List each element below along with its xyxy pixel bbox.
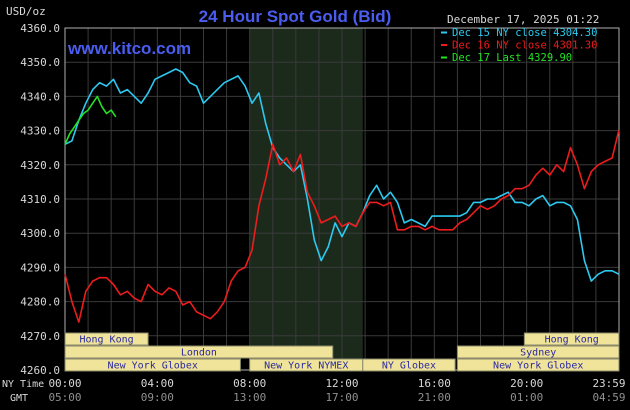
gmt-tick-5: 01:00 — [510, 391, 543, 404]
market-sessions: Hong Kong Hong Kong London Sydney New York G… — [64, 332, 620, 372]
ny-time-tick-5: 20:00 — [510, 377, 543, 390]
grid-lines — [64, 27, 620, 371]
gmt-tick-3: 17:00 — [325, 391, 358, 404]
y-tick-label-3: 4330.0 — [20, 125, 60, 138]
session-0: Hong Kong — [64, 332, 149, 346]
session-2: London — [64, 345, 334, 359]
session-3: Sydney — [456, 345, 620, 359]
ny-time-tick-2: 08:00 — [233, 377, 266, 390]
gmt-tick-6: 04:59 — [592, 391, 625, 404]
ny-time-row-label: NY Time — [2, 379, 44, 390]
ny-time-tick-6: 23:59 — [592, 377, 625, 390]
y-tick-label-1: 4350.0 — [20, 56, 60, 69]
session-6: NY Globex — [362, 358, 456, 372]
session-1: Hong Kong — [523, 332, 620, 346]
session-label-6: NY Globex — [382, 361, 436, 372]
gmt-tick-4: 21:00 — [418, 391, 451, 404]
y-tick-label-8: 4280.0 — [20, 296, 60, 309]
session-box-7 — [456, 358, 620, 372]
y-tick-label-2: 4340.0 — [20, 90, 60, 103]
y-axis-tick-labels: 4360.0 4350.0 4340.0 4330.0 4320.0 4310.0 4300… — [20, 22, 60, 377]
session-box-0 — [64, 332, 149, 346]
y-tick-label-6: 4300.0 — [20, 227, 60, 240]
series-line-1 — [64, 130, 620, 323]
session-label-2: London — [181, 348, 217, 359]
session-box-6 — [362, 358, 456, 372]
session-5: New York NYMEX — [249, 358, 364, 372]
price-series — [64, 68, 620, 323]
y-tick-label-7: 4290.0 — [20, 261, 60, 274]
session-box-1 — [523, 332, 620, 346]
session-4: New York Globex — [64, 358, 241, 372]
y-axis-unit-label: USD/oz — [6, 5, 46, 18]
y-tick-label-10: 4260.0 — [20, 364, 60, 377]
session-label-4: New York Globex — [108, 361, 198, 372]
session-box-3 — [456, 345, 620, 359]
y-tick-label-5: 4310.0 — [20, 193, 60, 206]
session-label-5: New York NYMEX — [264, 361, 348, 372]
session-label-0: Hong Kong — [79, 335, 133, 346]
legend-label-0: Dec 15 NY close 4304.30 — [452, 27, 597, 39]
session-label-1: Hong Kong — [545, 335, 599, 346]
site-watermark: www.kitco.com — [67, 39, 191, 58]
series-line-0 — [64, 68, 620, 282]
session-label-3: Sydney — [520, 348, 556, 359]
chart-timestamp: December 17, 2025 01:22 — [447, 13, 599, 26]
ny-time-tick-1: 04:00 — [141, 377, 174, 390]
series-line-2 — [64, 95, 117, 145]
y-tick-label-9: 4270.0 — [20, 330, 60, 343]
ny-time-tick-3: 12:00 — [325, 377, 358, 390]
ny-time-tick-4: 16:00 — [418, 377, 451, 390]
legend-label-1: Dec 16 NY close 4301.30 — [452, 40, 597, 52]
ny-time-tick-0: 00:00 — [48, 377, 81, 390]
session-box-4 — [64, 358, 241, 372]
gmt-tick-0: 05:00 — [48, 391, 81, 404]
legend-label-2: Dec 17 Last 4329.90 — [452, 52, 572, 64]
session-box-2 — [64, 345, 334, 359]
gmt-tick-2: 13:00 — [233, 391, 266, 404]
chart-title: 24 Hour Spot Gold (Bid) — [199, 7, 392, 26]
y-tick-label-0: 4360.0 — [20, 22, 60, 35]
gmt-row-label: GMT — [10, 393, 28, 404]
session-7: New York Globex — [456, 358, 620, 372]
y-tick-label-4: 4320.0 — [20, 159, 60, 172]
gmt-tick-1: 09:00 — [141, 391, 174, 404]
session-label-7: New York Globex — [493, 361, 583, 372]
